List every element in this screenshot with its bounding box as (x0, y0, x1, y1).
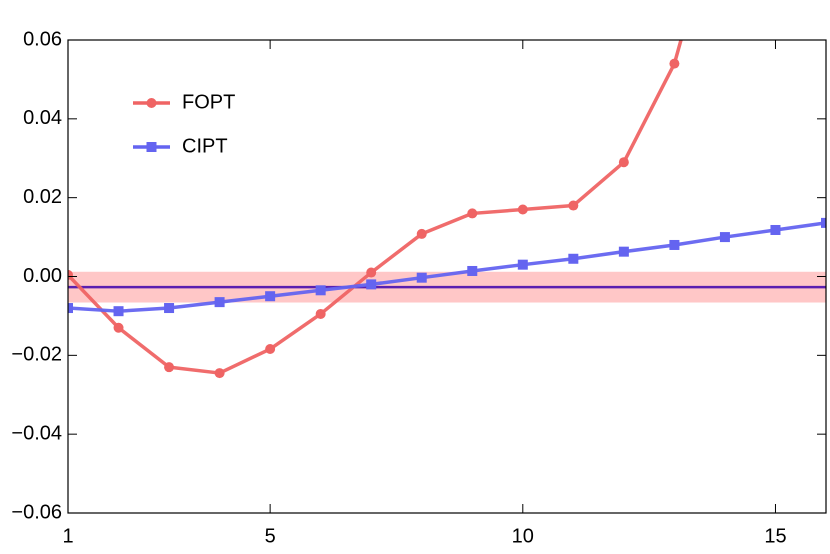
legend-marker (146, 142, 157, 152)
x-tick-label: 1 (62, 525, 73, 547)
square-marker (770, 224, 781, 235)
circle-marker (669, 58, 680, 69)
x-tick-label: 10 (512, 525, 534, 547)
circle-marker (214, 368, 225, 379)
circle-marker (113, 322, 124, 333)
legend-label: FOPT (182, 91, 235, 113)
square-marker (517, 259, 528, 270)
circle-marker (366, 267, 377, 278)
square-marker (265, 291, 276, 302)
square-marker (669, 239, 680, 250)
x-tick-label: 5 (265, 525, 276, 547)
circle-marker (315, 308, 326, 319)
square-marker (618, 246, 629, 257)
y-tick-label: −0.02 (11, 344, 62, 366)
y-tick-label: −0.04 (11, 422, 62, 444)
circle-marker (618, 157, 629, 168)
circle-marker (416, 228, 427, 239)
square-marker (467, 265, 478, 276)
square-marker (68, 303, 73, 314)
square-marker (416, 272, 427, 283)
y-tick-label: 0.04 (23, 107, 62, 129)
circle-marker (164, 362, 175, 373)
square-marker (113, 306, 124, 317)
circle-marker (517, 204, 528, 215)
square-marker (568, 253, 579, 264)
square-marker (214, 297, 225, 308)
square-marker (315, 285, 326, 296)
x-tick-label: 15 (764, 525, 786, 547)
y-tick-label: 0.06 (23, 28, 62, 50)
circle-marker (467, 208, 478, 219)
series-line (68, 40, 683, 375)
y-tick-label: 0.00 (23, 265, 62, 287)
y-tick-label: 0.02 (23, 186, 62, 208)
square-marker (366, 279, 377, 290)
circle-marker (568, 200, 579, 211)
plot-area (68, 40, 826, 379)
legend-label: CIPT (182, 135, 228, 157)
square-marker (719, 232, 730, 243)
series-line (68, 221, 826, 313)
square-marker (164, 303, 175, 314)
y-tick-label: −0.06 (11, 501, 62, 523)
circle-marker (265, 344, 276, 355)
square-marker (821, 217, 826, 228)
circle-marker (68, 269, 73, 280)
legend-marker (146, 98, 157, 108)
